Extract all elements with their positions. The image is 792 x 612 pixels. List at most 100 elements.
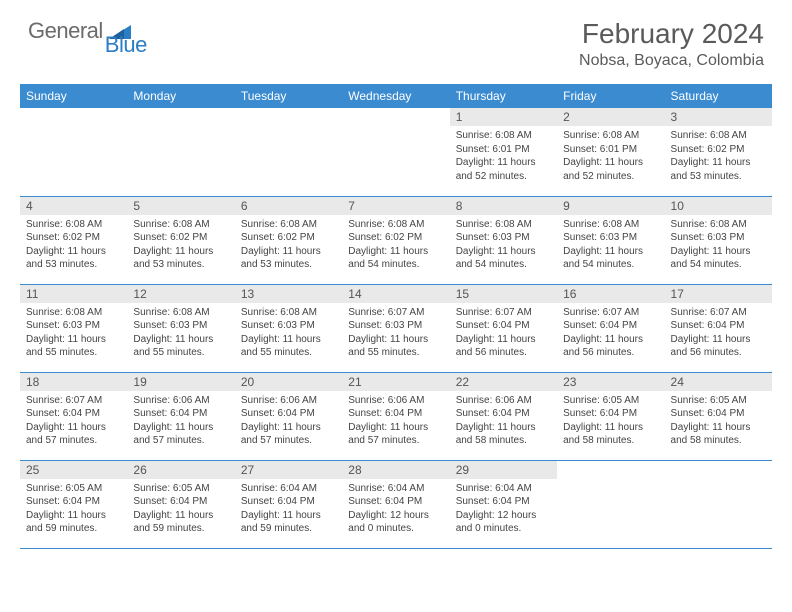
calendar-cell: 18Sunrise: 6:07 AMSunset: 6:04 PMDayligh… <box>20 372 127 460</box>
calendar-cell: 5Sunrise: 6:08 AMSunset: 6:02 PMDaylight… <box>127 196 234 284</box>
day-details: Sunrise: 6:07 AMSunset: 6:04 PMDaylight:… <box>557 303 664 364</box>
day-details: Sunrise: 6:08 AMSunset: 6:01 PMDaylight:… <box>557 126 664 187</box>
day-details: Sunrise: 6:08 AMSunset: 6:02 PMDaylight:… <box>342 215 449 276</box>
day-header: Wednesday <box>342 84 449 108</box>
day-number: 15 <box>450 285 557 303</box>
calendar-cell: 20Sunrise: 6:06 AMSunset: 6:04 PMDayligh… <box>235 372 342 460</box>
day-number: 7 <box>342 197 449 215</box>
month-title: February 2024 <box>579 18 764 50</box>
day-number: 13 <box>235 285 342 303</box>
day-number: 2 <box>557 108 664 126</box>
calendar-cell: 22Sunrise: 6:06 AMSunset: 6:04 PMDayligh… <box>450 372 557 460</box>
calendar-cell: 9Sunrise: 6:08 AMSunset: 6:03 PMDaylight… <box>557 196 664 284</box>
day-number: 25 <box>20 461 127 479</box>
day-number: 5 <box>127 197 234 215</box>
day-number: 23 <box>557 373 664 391</box>
day-number: 26 <box>127 461 234 479</box>
day-number: 28 <box>342 461 449 479</box>
day-number: 10 <box>665 197 772 215</box>
empty-day <box>127 108 234 126</box>
calendar-head: SundayMondayTuesdayWednesdayThursdayFrid… <box>20 84 772 108</box>
day-header: Saturday <box>665 84 772 108</box>
day-number: 20 <box>235 373 342 391</box>
calendar-week-row: 18Sunrise: 6:07 AMSunset: 6:04 PMDayligh… <box>20 372 772 460</box>
calendar-cell: 7Sunrise: 6:08 AMSunset: 6:02 PMDaylight… <box>342 196 449 284</box>
logo-text-general: General <box>28 18 103 44</box>
day-details: Sunrise: 6:05 AMSunset: 6:04 PMDaylight:… <box>557 391 664 452</box>
day-number: 17 <box>665 285 772 303</box>
empty-day <box>342 108 449 126</box>
day-number: 4 <box>20 197 127 215</box>
calendar-cell: 8Sunrise: 6:08 AMSunset: 6:03 PMDaylight… <box>450 196 557 284</box>
calendar-cell <box>127 108 234 196</box>
calendar-cell: 12Sunrise: 6:08 AMSunset: 6:03 PMDayligh… <box>127 284 234 372</box>
calendar-cell: 23Sunrise: 6:05 AMSunset: 6:04 PMDayligh… <box>557 372 664 460</box>
calendar-cell: 19Sunrise: 6:06 AMSunset: 6:04 PMDayligh… <box>127 372 234 460</box>
day-number: 9 <box>557 197 664 215</box>
day-header: Thursday <box>450 84 557 108</box>
day-header: Monday <box>127 84 234 108</box>
calendar-cell: 10Sunrise: 6:08 AMSunset: 6:03 PMDayligh… <box>665 196 772 284</box>
calendar-cell: 13Sunrise: 6:08 AMSunset: 6:03 PMDayligh… <box>235 284 342 372</box>
calendar-cell: 29Sunrise: 6:04 AMSunset: 6:04 PMDayligh… <box>450 460 557 548</box>
calendar-week-row: 4Sunrise: 6:08 AMSunset: 6:02 PMDaylight… <box>20 196 772 284</box>
day-details: Sunrise: 6:05 AMSunset: 6:04 PMDaylight:… <box>665 391 772 452</box>
day-details: Sunrise: 6:08 AMSunset: 6:03 PMDaylight:… <box>557 215 664 276</box>
day-details: Sunrise: 6:07 AMSunset: 6:04 PMDaylight:… <box>20 391 127 452</box>
empty-day <box>20 108 127 126</box>
day-number: 12 <box>127 285 234 303</box>
calendar-cell: 11Sunrise: 6:08 AMSunset: 6:03 PMDayligh… <box>20 284 127 372</box>
calendar-week-row: 25Sunrise: 6:05 AMSunset: 6:04 PMDayligh… <box>20 460 772 548</box>
day-details: Sunrise: 6:05 AMSunset: 6:04 PMDaylight:… <box>20 479 127 540</box>
calendar-cell: 14Sunrise: 6:07 AMSunset: 6:03 PMDayligh… <box>342 284 449 372</box>
day-number: 19 <box>127 373 234 391</box>
day-details: Sunrise: 6:08 AMSunset: 6:03 PMDaylight:… <box>665 215 772 276</box>
calendar-cell <box>235 108 342 196</box>
day-details: Sunrise: 6:08 AMSunset: 6:02 PMDaylight:… <box>665 126 772 187</box>
day-details: Sunrise: 6:06 AMSunset: 6:04 PMDaylight:… <box>342 391 449 452</box>
day-details: Sunrise: 6:06 AMSunset: 6:04 PMDaylight:… <box>450 391 557 452</box>
day-details: Sunrise: 6:08 AMSunset: 6:03 PMDaylight:… <box>20 303 127 364</box>
calendar-cell: 1Sunrise: 6:08 AMSunset: 6:01 PMDaylight… <box>450 108 557 196</box>
day-number: 27 <box>235 461 342 479</box>
calendar-body: 1Sunrise: 6:08 AMSunset: 6:01 PMDaylight… <box>20 108 772 548</box>
calendar-cell: 28Sunrise: 6:04 AMSunset: 6:04 PMDayligh… <box>342 460 449 548</box>
day-number: 8 <box>450 197 557 215</box>
calendar-cell: 26Sunrise: 6:05 AMSunset: 6:04 PMDayligh… <box>127 460 234 548</box>
logo-text-blue: Blue <box>105 32 147 58</box>
day-number: 11 <box>20 285 127 303</box>
calendar-cell: 24Sunrise: 6:05 AMSunset: 6:04 PMDayligh… <box>665 372 772 460</box>
day-details: Sunrise: 6:08 AMSunset: 6:02 PMDaylight:… <box>127 215 234 276</box>
empty-day <box>665 461 772 479</box>
day-details: Sunrise: 6:08 AMSunset: 6:01 PMDaylight:… <box>450 126 557 187</box>
day-details: Sunrise: 6:08 AMSunset: 6:03 PMDaylight:… <box>127 303 234 364</box>
header: General Blue February 2024 Nobsa, Boyaca… <box>0 0 792 78</box>
day-number: 29 <box>450 461 557 479</box>
day-header: Friday <box>557 84 664 108</box>
day-number: 6 <box>235 197 342 215</box>
day-details: Sunrise: 6:08 AMSunset: 6:03 PMDaylight:… <box>235 303 342 364</box>
calendar-cell: 6Sunrise: 6:08 AMSunset: 6:02 PMDaylight… <box>235 196 342 284</box>
day-number: 14 <box>342 285 449 303</box>
day-number: 1 <box>450 108 557 126</box>
calendar-cell: 4Sunrise: 6:08 AMSunset: 6:02 PMDaylight… <box>20 196 127 284</box>
day-number: 16 <box>557 285 664 303</box>
day-details: Sunrise: 6:05 AMSunset: 6:04 PMDaylight:… <box>127 479 234 540</box>
calendar-cell: 2Sunrise: 6:08 AMSunset: 6:01 PMDaylight… <box>557 108 664 196</box>
calendar-cell: 21Sunrise: 6:06 AMSunset: 6:04 PMDayligh… <box>342 372 449 460</box>
calendar-cell: 3Sunrise: 6:08 AMSunset: 6:02 PMDaylight… <box>665 108 772 196</box>
location: Nobsa, Boyaca, Colombia <box>579 52 764 70</box>
day-number: 21 <box>342 373 449 391</box>
calendar-table: SundayMondayTuesdayWednesdayThursdayFrid… <box>20 84 772 549</box>
day-details: Sunrise: 6:07 AMSunset: 6:04 PMDaylight:… <box>665 303 772 364</box>
calendar-week-row: 11Sunrise: 6:08 AMSunset: 6:03 PMDayligh… <box>20 284 772 372</box>
day-number: 18 <box>20 373 127 391</box>
day-details: Sunrise: 6:07 AMSunset: 6:04 PMDaylight:… <box>450 303 557 364</box>
day-number: 24 <box>665 373 772 391</box>
empty-day <box>557 461 664 479</box>
calendar-cell <box>557 460 664 548</box>
calendar-cell: 17Sunrise: 6:07 AMSunset: 6:04 PMDayligh… <box>665 284 772 372</box>
day-number: 3 <box>665 108 772 126</box>
day-details: Sunrise: 6:06 AMSunset: 6:04 PMDaylight:… <box>235 391 342 452</box>
calendar-cell <box>20 108 127 196</box>
